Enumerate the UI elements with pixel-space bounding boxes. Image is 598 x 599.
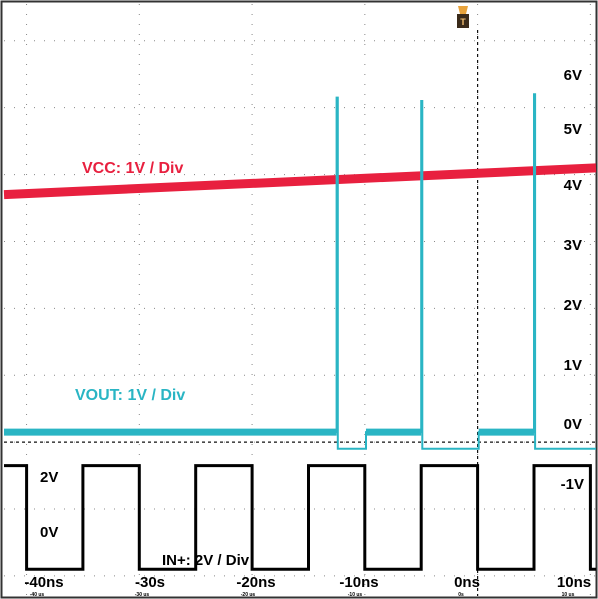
series-group xyxy=(3,93,597,571)
y-tick-label: 3V xyxy=(564,237,582,254)
x-tick-label: 0ns xyxy=(454,574,480,591)
vout-series-label: VOUT: 1V / Div xyxy=(75,387,185,404)
y-tick-label: 6V xyxy=(564,67,582,84)
x-tick-label: -20ns xyxy=(236,574,275,591)
series-line-3 xyxy=(4,464,596,571)
y-tick-label: 4V xyxy=(564,177,582,194)
x-tick-sublabel: -40 us xyxy=(30,592,45,598)
y-tick-label: 2V xyxy=(564,297,582,314)
trigger-badge xyxy=(457,14,469,28)
x-tick-sublabel: -10 us xyxy=(348,592,363,598)
x-tick-sublabel: -20 us xyxy=(241,592,256,598)
y-tick-label: 0V xyxy=(564,416,582,433)
series-line-1 xyxy=(3,163,597,200)
x-tick-label: -40ns xyxy=(24,574,63,591)
trigger-marker: T xyxy=(457,6,469,28)
in-plus-2v-label: 2V xyxy=(40,469,58,486)
x-tick-label: -10ns xyxy=(339,574,378,591)
in-plus-series-label: IN+: 2V / Div xyxy=(162,552,250,569)
trigger-label: T xyxy=(460,17,466,27)
x-tick-label: -30s xyxy=(135,574,165,591)
y-tick-label: -1V xyxy=(561,476,584,493)
x-tick-label: 10ns xyxy=(557,574,591,591)
x-tick-sublabel: 10 us xyxy=(562,592,575,598)
y-tick-label: 1V xyxy=(564,357,582,374)
x-tick-sublabel: 0s xyxy=(458,592,464,598)
y-tick-label: 5V xyxy=(564,121,582,138)
in-plus-0v-label: 0V xyxy=(40,524,58,541)
vcc-series-label: VCC: 1V / Div xyxy=(82,160,183,177)
series-line-2 xyxy=(4,93,596,450)
trigger-icon xyxy=(458,6,468,14)
x-tick-sublabel: -30 us xyxy=(135,592,150,598)
